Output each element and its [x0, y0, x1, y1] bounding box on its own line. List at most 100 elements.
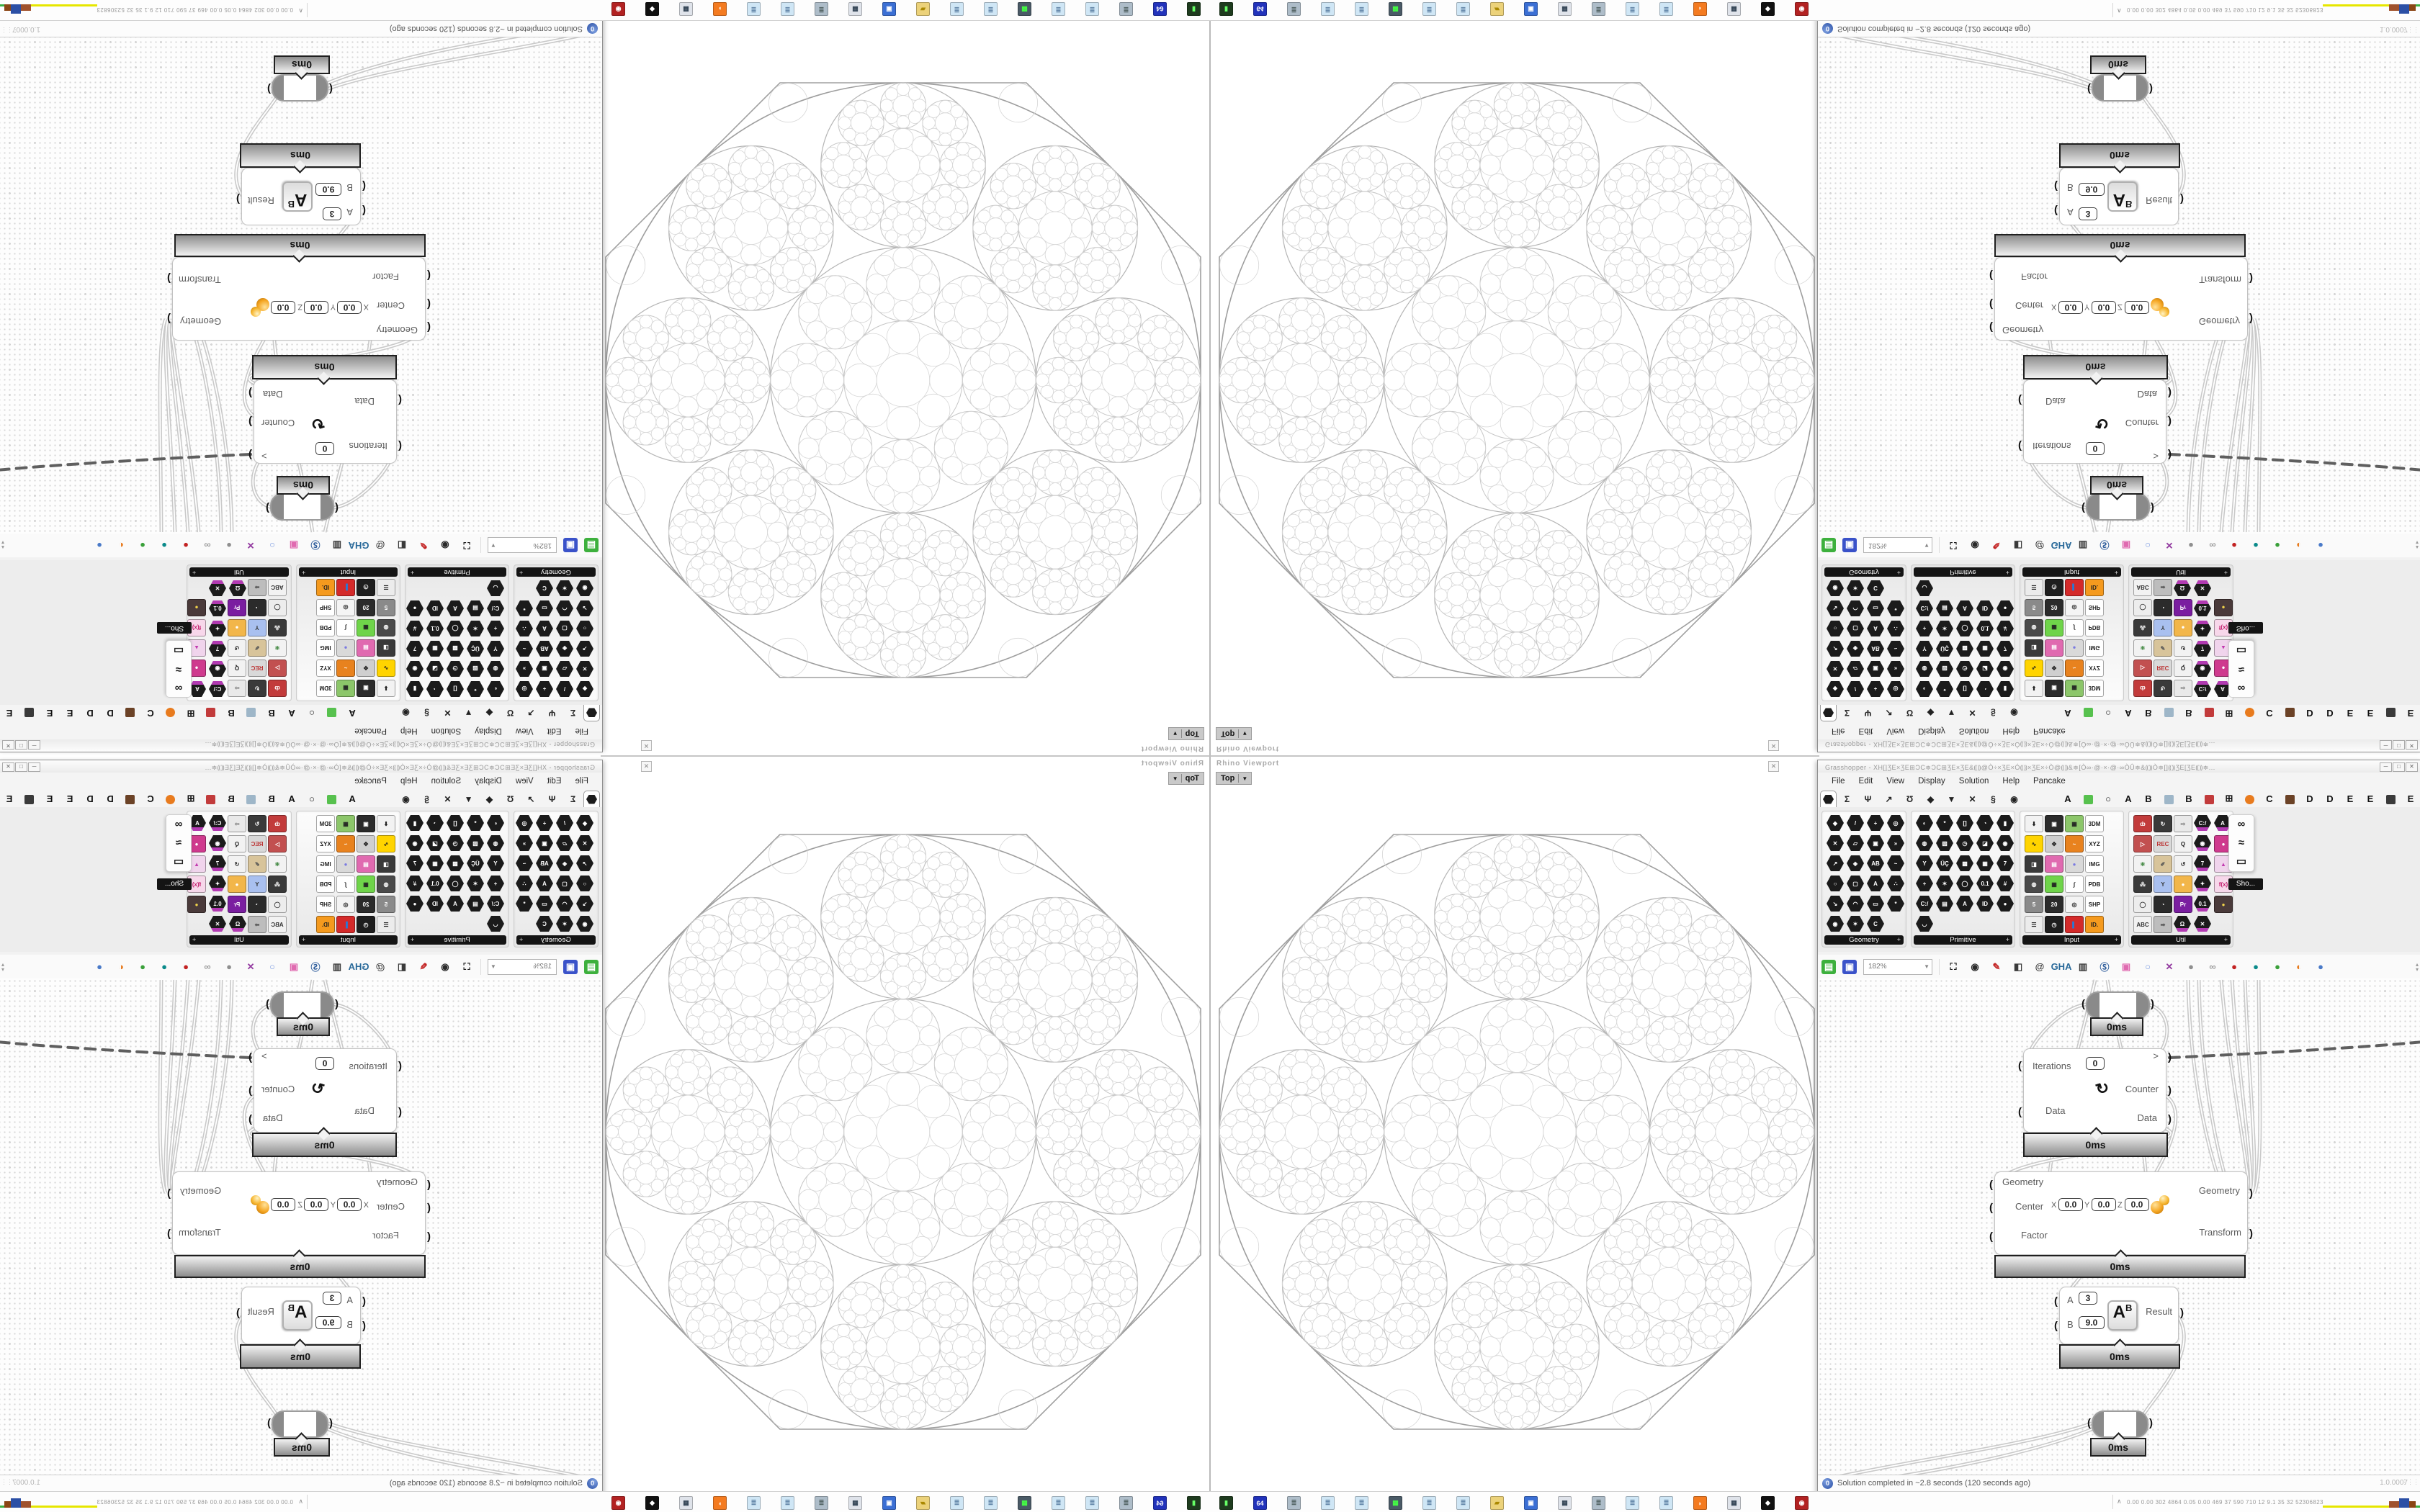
- component-icon[interactable]: ▭: [1867, 600, 1884, 616]
- toolbar-icon[interactable]: ○: [269, 540, 275, 551]
- component-icon[interactable]: AB: [1867, 641, 1884, 657]
- component-icon[interactable]: ●: [2214, 599, 2233, 616]
- component-icon[interactable]: ▌: [2065, 916, 2084, 933]
- remote-panel[interactable]: ∞ ≈ ▭: [166, 640, 192, 698]
- taskbar-app-icon[interactable]: 64: [1153, 1496, 1167, 1510]
- component-icon[interactable]: A: [447, 896, 464, 912]
- center-x-value[interactable]: 0.0: [337, 1198, 362, 1211]
- component-icon[interactable]: ●: [228, 619, 246, 636]
- plugin-tab[interactable]: [241, 793, 261, 807]
- component-icon[interactable]: ✕: [2194, 580, 2211, 596]
- output-port-icon[interactable]: [2168, 1053, 2172, 1062]
- component-icon[interactable]: ID.: [316, 579, 335, 596]
- toolbar-icon[interactable]: ●: [226, 540, 232, 551]
- toolbar-icon[interactable]: ●: [2275, 540, 2280, 551]
- component-icon[interactable]: XYZ: [2085, 660, 2104, 677]
- component-icon[interactable]: ◔: [2154, 896, 2172, 913]
- component-icon[interactable]: ◍: [377, 876, 395, 893]
- output-port-icon[interactable]: [2168, 450, 2172, 459]
- taskbar-app-icon[interactable]: ▦: [1727, 1496, 1741, 1510]
- toolbar-icon[interactable]: ●: [2188, 961, 2194, 972]
- output-port-icon[interactable]: [167, 274, 171, 282]
- menu-item[interactable]: Solution: [431, 726, 462, 736]
- component-icon[interactable]: ✐: [248, 855, 266, 873]
- rhino-viewport-panel[interactable]: Rhino Viewport Top ▼ ✕: [601, 19, 1210, 756]
- plugin-tab[interactable]: C: [147, 793, 154, 804]
- output-port-icon[interactable]: [248, 1115, 252, 1124]
- plugin-tab[interactable]: B: [228, 793, 235, 804]
- component-icon[interactable]: #: [1996, 621, 2014, 636]
- power-a-value[interactable]: 3: [2079, 1292, 2097, 1305]
- component-icon[interactable]: ▭: [1867, 896, 1884, 912]
- component-icon[interactable]: ✦: [2194, 876, 2211, 891]
- component-icon[interactable]: ~: [1887, 855, 1904, 871]
- tab-icon[interactable]: Ψ: [548, 794, 556, 804]
- taskbar-app-icon[interactable]: ≣: [1659, 2, 1673, 16]
- component-icon[interactable]: ⚛: [268, 855, 287, 873]
- taskbar-app-icon[interactable]: ≣: [747, 1496, 761, 1510]
- component-icon[interactable]: ✕: [576, 835, 593, 851]
- component-icon[interactable]: ●: [1996, 600, 2014, 616]
- taskbar-app-icon[interactable]: ▰: [1490, 2, 1504, 16]
- component-icon[interactable]: ▦: [2065, 680, 2084, 697]
- component-icon[interactable]: ⇨: [228, 680, 246, 697]
- plugin-tab[interactable]: E: [6, 708, 13, 719]
- grasshopper-window[interactable]: Grasshopper - XH[]ƷE×ƷE⊞ƆC≑ƆC⊞ƷE×ƷE&⸨⸩@Ò…: [1817, 19, 2420, 752]
- component-icon[interactable]: ∿: [2025, 835, 2043, 852]
- power-a-value[interactable]: 3: [323, 207, 341, 220]
- taskbar-app-icon[interactable]: ≣: [1422, 2, 1436, 16]
- component-icon[interactable]: ✶: [467, 621, 484, 636]
- component-icon[interactable]: ▦: [357, 619, 375, 636]
- component-icon[interactable]: 0.1: [2194, 896, 2211, 912]
- component-icon[interactable]: PDB: [316, 619, 335, 636]
- toolbar-icon[interactable]: ●: [2275, 961, 2280, 972]
- component-icon[interactable]: ↘: [1827, 600, 1844, 616]
- component-icon[interactable]: ▱: [1847, 661, 1864, 677]
- input-port-icon[interactable]: [2054, 181, 2058, 190]
- menu-item[interactable]: Help: [400, 726, 418, 736]
- tab-icon[interactable]: ◆: [1927, 794, 1935, 804]
- taskbar-app-icon[interactable]: ≣: [950, 2, 964, 16]
- taskbar-app-icon[interactable]: ◉: [611, 2, 625, 16]
- component-icon[interactable]: ◉: [2194, 835, 2211, 851]
- input-port-icon[interactable]: [1989, 1233, 1993, 1241]
- component-icon[interactable]: ▷: [268, 835, 287, 852]
- component-icon[interactable]: ✕: [1827, 661, 1844, 677]
- component-icon[interactable]: ◷: [447, 835, 464, 851]
- component-icon[interactable]: 0.1: [209, 600, 226, 616]
- resize-grip-icon[interactable]: ⋮⋮⋮: [1, 27, 19, 34]
- output-port-icon[interactable]: [2168, 417, 2172, 426]
- resize-grip-icon[interactable]: ⋮⋮⋮: [2401, 27, 2419, 34]
- taskbar-app-icon[interactable]: ≣: [1456, 2, 1470, 16]
- component-icon[interactable]: *: [1887, 896, 1904, 912]
- component-icon[interactable]: ➡: [248, 916, 266, 933]
- loop-start-node[interactable]: > Iterations 0 ↻ Counter Data Data: [2023, 379, 2166, 464]
- component-icon[interactable]: ✥: [357, 835, 375, 852]
- component-icon[interactable]: 7: [209, 855, 226, 871]
- tab-params[interactable]: [583, 705, 600, 721]
- input-port-icon[interactable]: [362, 1297, 366, 1306]
- component-icon[interactable]: ȸ: [268, 815, 287, 832]
- toolbar-icon[interactable]: ⛶: [1950, 540, 1957, 552]
- plugin-tab[interactable]: [2380, 705, 2401, 719]
- input-port-icon[interactable]: [329, 84, 333, 93]
- component-icon[interactable]: ∿: [2025, 660, 2043, 677]
- component-icon[interactable]: ▣: [536, 835, 553, 851]
- plugin-tab[interactable]: [2239, 705, 2259, 719]
- component-icon[interactable]: Ω: [2174, 580, 2191, 596]
- save-icon[interactable]: ▣: [563, 959, 578, 974]
- component-icon[interactable]: ●: [406, 896, 424, 912]
- component-icon[interactable]: ▭: [536, 896, 553, 912]
- palette-category-label[interactable]: Geometry +: [516, 567, 596, 577]
- component-icon[interactable]: 7: [2194, 855, 2211, 871]
- tab-icon[interactable]: ✕: [1968, 794, 1976, 804]
- toolbar-icon[interactable]: ●: [97, 961, 102, 972]
- toolbar-icon[interactable]: ●: [2318, 961, 2323, 972]
- close-icon[interactable]: ✕: [1768, 761, 1779, 772]
- component-icon[interactable]: ✶: [1847, 580, 1864, 596]
- menu-item[interactable]: View: [515, 776, 534, 786]
- toolbar-icon[interactable]: ✎: [419, 540, 428, 552]
- component-icon[interactable]: »: [1887, 835, 1904, 851]
- tab-icon[interactable]: ▼: [464, 708, 473, 718]
